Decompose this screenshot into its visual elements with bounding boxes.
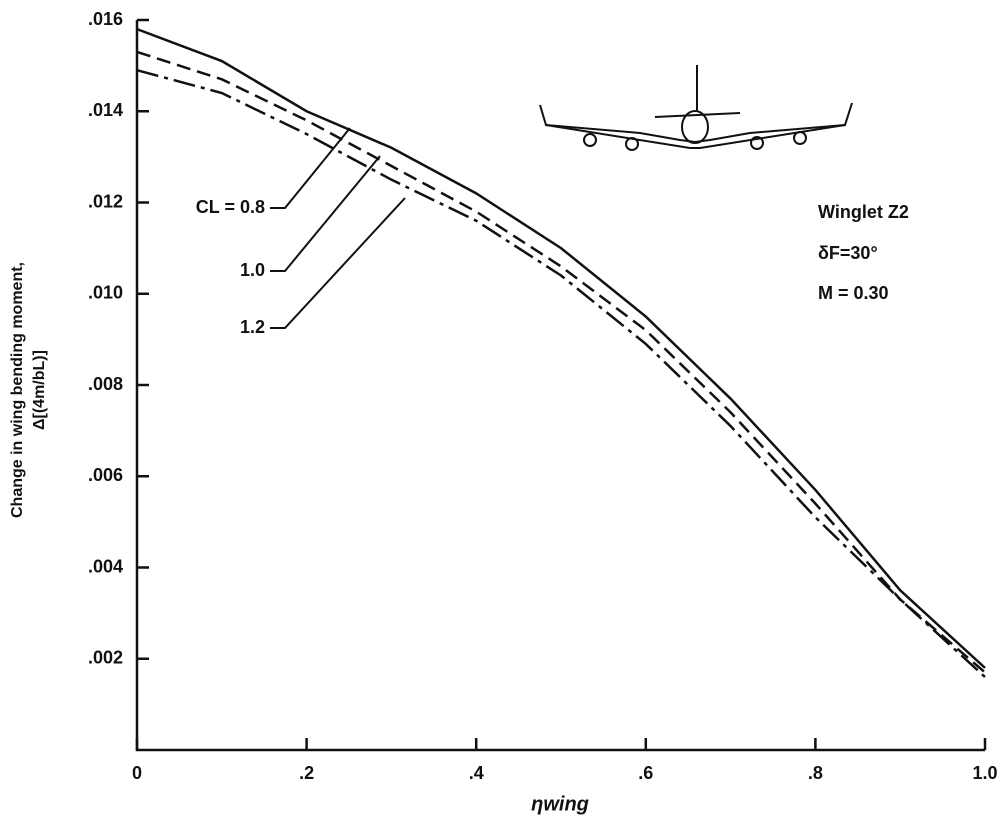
series-label: CL = 0.8: [196, 197, 265, 217]
y-tick-label: .014: [88, 100, 123, 120]
y-tick-label: .012: [88, 191, 123, 211]
series-line: [136, 68, 986, 678]
annotation: δF=30°: [818, 243, 878, 263]
x-tick-label: .2: [299, 763, 314, 783]
series-line: [136, 50, 986, 674]
series-label: 1.0: [240, 260, 265, 280]
x-axis-label: ηwing: [531, 793, 589, 815]
x-tick-label: .8: [808, 763, 823, 783]
series-label: 1.2: [240, 317, 265, 337]
axes: [135, 20, 985, 752]
y-tick-label: .010: [88, 283, 123, 303]
airplane-sketch: [539, 65, 853, 151]
y-axis-label: Δ[(4m/bL)]: [31, 350, 48, 430]
x-tick-label: .6: [638, 763, 653, 783]
x-tick-label: 0: [132, 763, 142, 783]
y-tick-label: .016: [88, 9, 123, 29]
y-axis-label: Change in wing bending moment,: [9, 262, 26, 518]
annotation: M = 0.30: [818, 283, 889, 303]
series-line: [136, 27, 986, 669]
y-tick-label: .004: [88, 556, 123, 576]
x-tick-label: .4: [469, 763, 484, 783]
annotation: Winglet Z2: [818, 202, 909, 222]
leader-lines: [270, 127, 406, 329]
y-tick-label: .008: [88, 374, 123, 394]
y-tick-label: .002: [88, 648, 123, 668]
y-tick-label: .006: [88, 465, 123, 485]
x-tick-label: 1.0: [972, 763, 997, 783]
